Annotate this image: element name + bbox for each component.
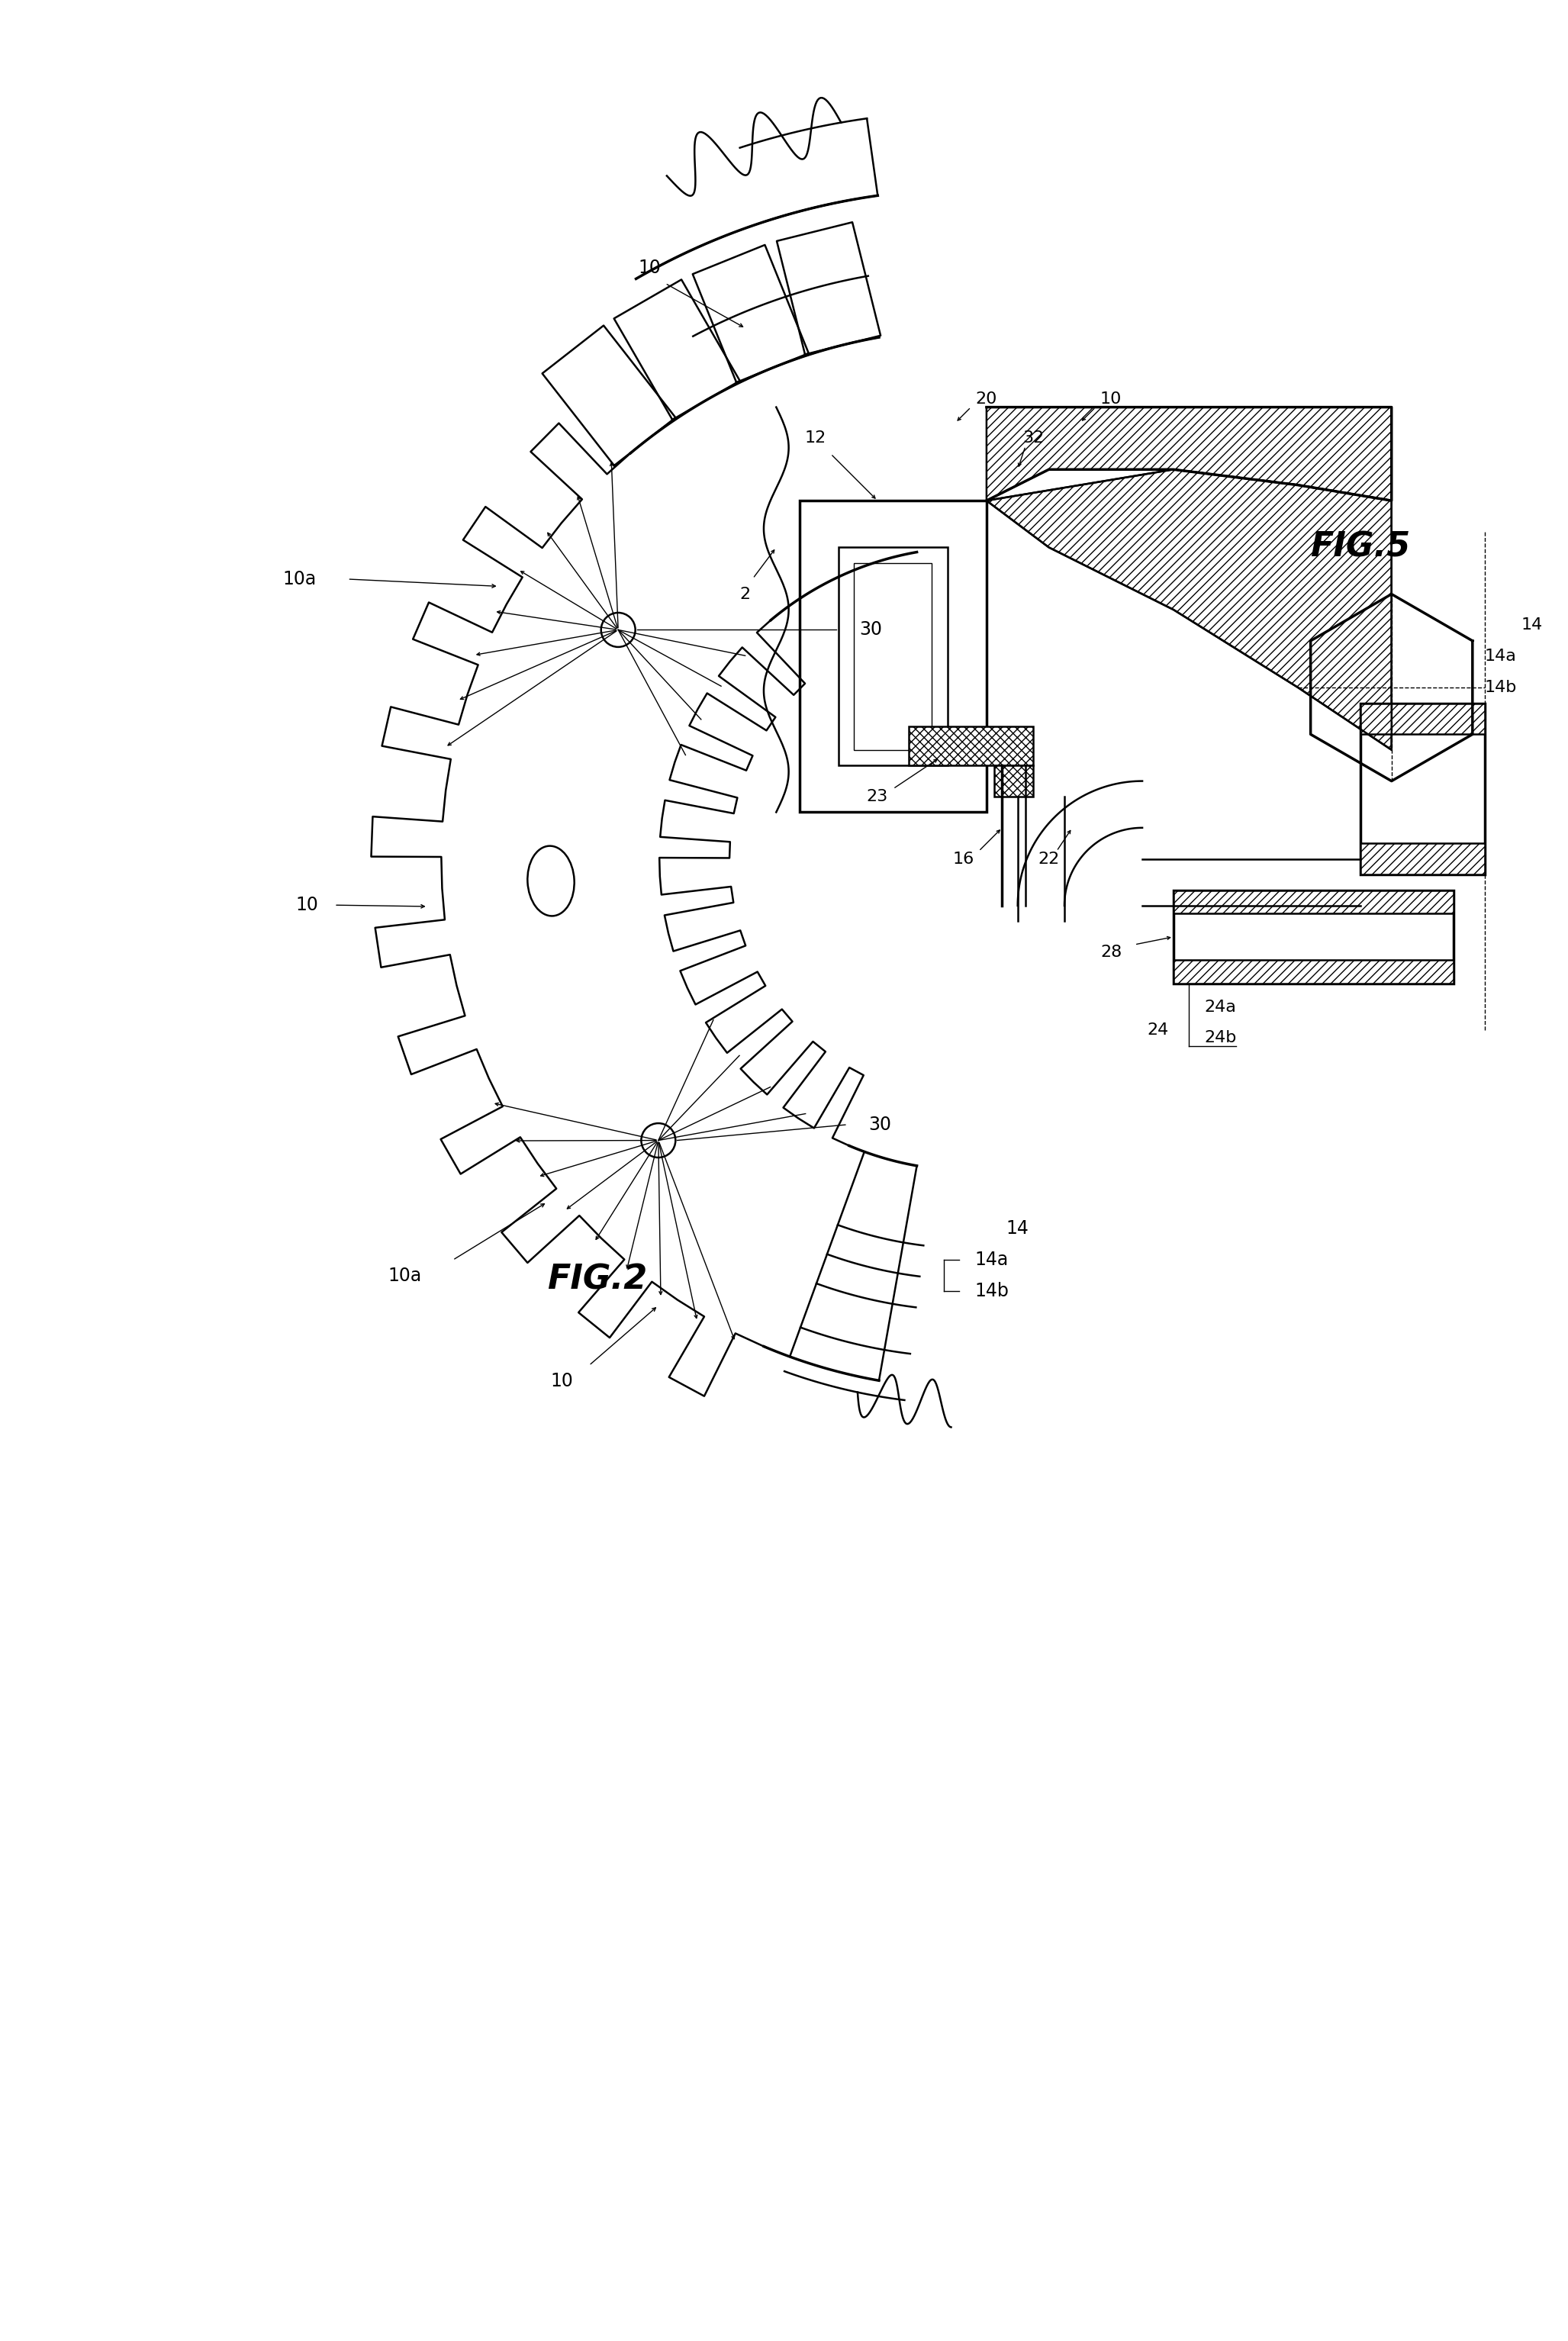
Text: 24b: 24b	[1204, 1030, 1236, 1046]
Text: 2: 2	[740, 588, 751, 602]
Bar	[800, 501, 986, 812]
Text: 14b: 14b	[975, 1283, 1008, 1299]
Bar	[1361, 702, 1485, 876]
Bar	[1173, 890, 1454, 983]
Text: 10: 10	[296, 897, 318, 915]
Text: 32: 32	[1022, 431, 1044, 445]
Bar	[1173, 960, 1454, 983]
Text: 10: 10	[550, 1372, 574, 1391]
Text: 10: 10	[1101, 391, 1123, 407]
Text: 10a: 10a	[387, 1266, 422, 1285]
Text: 14: 14	[1005, 1220, 1029, 1238]
Text: 16: 16	[952, 852, 974, 866]
Bar	[1361, 702, 1485, 735]
Text: 22: 22	[1038, 852, 1060, 866]
Text: FIG.5: FIG.5	[1311, 531, 1411, 564]
Polygon shape	[986, 471, 1391, 749]
Text: 24: 24	[1148, 1023, 1168, 1037]
Text: 20: 20	[975, 391, 997, 407]
Bar	[839, 548, 947, 766]
Text: 14a: 14a	[975, 1250, 1008, 1269]
Text: 24a: 24a	[1204, 1000, 1236, 1014]
Bar	[1173, 890, 1454, 913]
Text: 30: 30	[859, 620, 883, 639]
Bar	[994, 766, 1033, 796]
Bar	[908, 726, 1033, 766]
Text: 10a: 10a	[282, 569, 317, 588]
Text: 14b: 14b	[1485, 679, 1516, 695]
Text: 30: 30	[869, 1117, 892, 1133]
Text: 12: 12	[804, 431, 826, 445]
Text: 14a: 14a	[1485, 648, 1516, 665]
Text: FIG.2: FIG.2	[547, 1264, 648, 1297]
Text: 23: 23	[867, 789, 887, 805]
Text: 10: 10	[638, 258, 662, 276]
Bar	[855, 562, 931, 749]
Text: 14: 14	[1521, 618, 1543, 632]
Bar	[1361, 843, 1485, 876]
Text: 28: 28	[1101, 946, 1123, 960]
Polygon shape	[986, 407, 1391, 501]
